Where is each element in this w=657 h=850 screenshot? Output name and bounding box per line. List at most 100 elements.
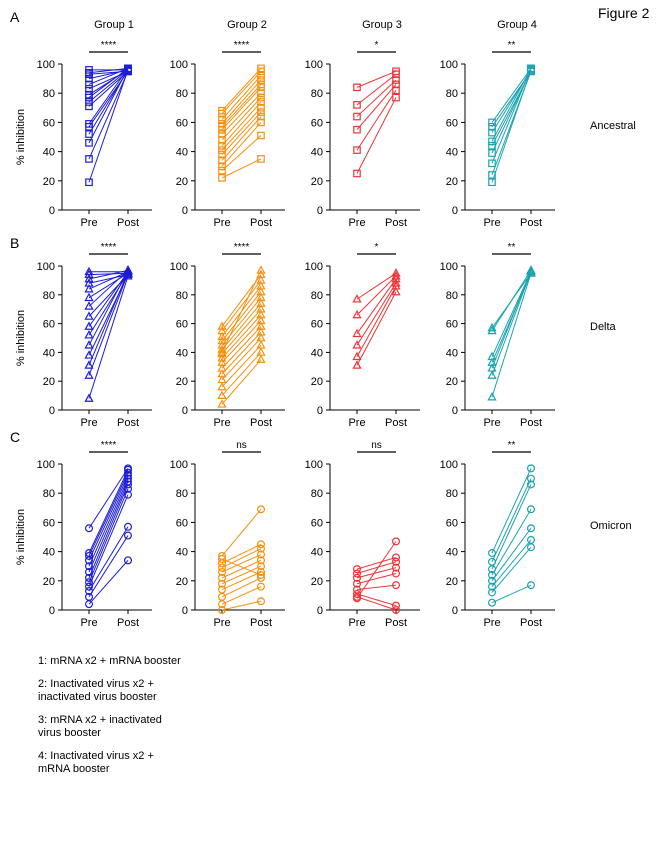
pair-line — [88, 275, 129, 399]
pre-point — [217, 381, 227, 391]
pre-point — [84, 273, 94, 283]
pair-line — [88, 274, 129, 356]
pre-point — [488, 570, 497, 579]
y-tick-label: 0 — [317, 605, 323, 617]
pre-point — [353, 565, 362, 574]
pair-line — [221, 270, 262, 353]
pair-line — [88, 69, 129, 103]
post-point — [256, 327, 266, 336]
y-tick-label: 80 — [176, 290, 188, 302]
pair-line — [356, 73, 397, 106]
pair-line — [356, 278, 397, 334]
pair-line — [88, 488, 129, 583]
pair-line — [88, 272, 129, 299]
pair-line — [88, 535, 129, 598]
pair-line — [491, 527, 532, 582]
pair-line — [491, 484, 532, 570]
post-point — [526, 464, 535, 473]
post-point — [392, 601, 401, 610]
pair-line — [356, 285, 397, 357]
post-point — [257, 93, 265, 102]
pair-line — [221, 559, 262, 579]
post-point — [123, 531, 132, 540]
pair-line — [221, 291, 262, 342]
pair-line — [491, 68, 532, 123]
pre-point — [353, 594, 362, 603]
pre-point — [488, 149, 496, 157]
post-point — [392, 553, 401, 562]
y-tick-label: 20 — [43, 376, 55, 388]
legend-item-4: 4: Inactivated virus x2 + mRNA booster — [38, 750, 154, 775]
pair-line — [491, 272, 532, 329]
post-point — [392, 557, 401, 566]
x-tick-label: Pre — [483, 417, 500, 429]
pre-point — [488, 171, 496, 179]
pre-point — [488, 598, 497, 607]
group-title-4: Group 4 — [497, 19, 537, 31]
x-tick-label: Pre — [348, 217, 365, 229]
legend-item-2: 2: Inactivated virus x2 + inactivated vi… — [38, 678, 157, 703]
pair-line — [221, 571, 262, 591]
y-tick-label: 40 — [43, 347, 55, 359]
y-tick-label: 80 — [311, 88, 323, 100]
pre-point — [488, 137, 496, 146]
panel-omicron-group2: 0 20 40 60 80 100 Pre Post ns — [170, 440, 285, 629]
pair-line — [88, 526, 129, 592]
post-point — [123, 268, 133, 277]
x-tick-label: Pre — [80, 417, 97, 429]
pre-point — [218, 130, 226, 138]
pre-point — [352, 309, 362, 319]
y-tick-label: 0 — [182, 405, 188, 417]
pair-line — [491, 71, 532, 176]
pair-line — [88, 475, 129, 561]
pair-line — [356, 593, 397, 607]
y-tick-label: 60 — [176, 117, 188, 129]
pair-line — [356, 541, 397, 599]
x-tick-label: Post — [117, 617, 139, 629]
panel-delta-group3: 0 20 40 60 80 100 Pre Post * — [305, 242, 420, 429]
significance-label: **** — [101, 242, 117, 253]
pre-point — [84, 592, 93, 601]
variant-label-ancestral: Ancestral — [590, 120, 636, 132]
y-tick-label: 100 — [37, 459, 55, 471]
pre-point — [217, 363, 227, 372]
variant-label-omicron: Omicron — [590, 520, 632, 532]
pre-point — [488, 588, 497, 597]
y-tick-label: 60 — [176, 319, 188, 331]
post-point — [257, 550, 266, 559]
pre-point — [218, 585, 227, 594]
pre-point — [217, 368, 227, 378]
post-point — [392, 563, 401, 572]
y-tick-label: 20 — [311, 376, 323, 388]
panel-omicron-group3: 0 20 40 60 80 100 Pre Post ns — [305, 440, 420, 629]
pair-line — [491, 273, 532, 398]
post-point — [256, 304, 266, 313]
post-point — [392, 569, 401, 578]
pair-line — [221, 577, 262, 598]
pair-line — [221, 70, 262, 114]
post-point — [257, 568, 266, 577]
pair-line — [88, 273, 129, 376]
y-tick-label: 20 — [176, 376, 188, 388]
y-tick-label: 40 — [446, 347, 458, 359]
pair-line — [491, 71, 532, 128]
pre-point — [352, 351, 362, 361]
x-tick-label: Post — [385, 617, 407, 629]
post-point — [526, 581, 535, 590]
post-point — [257, 544, 266, 553]
pre-point — [218, 166, 226, 175]
pre-point — [217, 399, 227, 408]
pair-line — [221, 308, 262, 355]
pair-line — [221, 548, 262, 569]
x-tick-label: Pre — [348, 417, 365, 429]
y-tick-label: 60 — [43, 117, 55, 129]
y-tick-label: 80 — [446, 488, 458, 500]
pre-point — [84, 549, 93, 558]
pair-line — [356, 573, 397, 585]
pair-line — [88, 71, 129, 128]
pair-line — [491, 71, 532, 146]
legend-item-1: 1: mRNA x2 + mRNA booster — [38, 655, 181, 667]
panel-letter-c: C — [10, 429, 20, 445]
pair-line — [88, 69, 129, 183]
x-tick-label: Pre — [213, 217, 230, 229]
